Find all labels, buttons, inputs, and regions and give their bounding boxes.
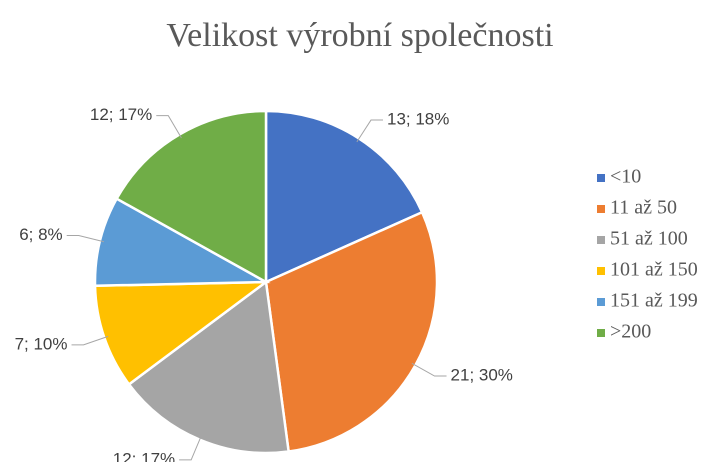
data-label: 12; 17%	[113, 449, 175, 462]
leader-line	[179, 435, 202, 461]
leader-line	[411, 362, 447, 377]
legend-swatch	[597, 205, 605, 213]
legend-swatch	[597, 298, 605, 306]
data-label: 13; 18%	[387, 110, 449, 129]
legend-label: 11 až 50	[610, 197, 677, 219]
leader-line	[156, 115, 182, 139]
data-label: 21; 30%	[451, 366, 513, 385]
legend-label: 101 až 150	[610, 259, 698, 281]
legend-label: 51 až 100	[610, 228, 688, 250]
data-label: 6; 8%	[19, 225, 62, 244]
legend-swatch	[597, 174, 605, 182]
leader-line	[356, 119, 383, 143]
leader-line	[71, 335, 109, 346]
legend-label: >200	[610, 321, 651, 343]
legend-label: 151 až 199	[610, 290, 698, 312]
legend-label: <10	[610, 166, 641, 188]
data-label: 12; 17%	[90, 105, 152, 124]
legend-swatch	[597, 329, 605, 337]
legend-swatch	[597, 267, 605, 275]
data-label: 7; 10%	[15, 334, 68, 353]
leader-line	[66, 234, 105, 243]
chart-title: Velikost výrobní společnosti	[166, 17, 553, 54]
legend-swatch	[597, 236, 605, 244]
